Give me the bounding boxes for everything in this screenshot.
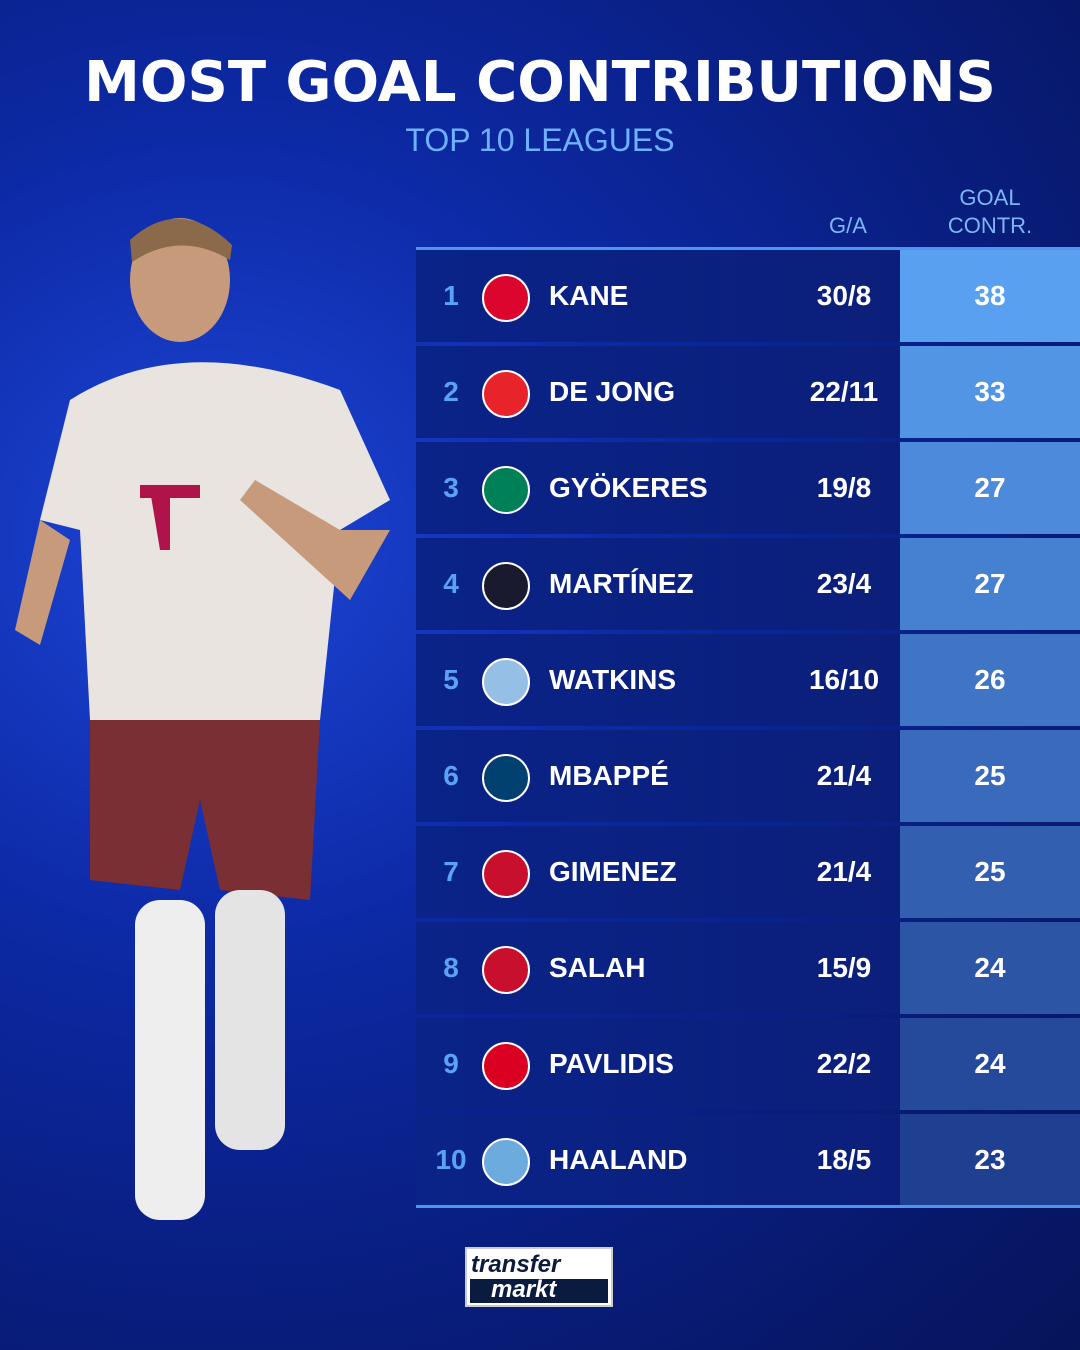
logo-text-line2: markt: [491, 1276, 557, 1303]
goal-contr-cell: [900, 250, 1080, 342]
psv-badge-icon: [482, 370, 530, 418]
player-name: KANE: [549, 280, 629, 311]
player-name: GYÖKERES: [549, 472, 708, 503]
rank: 7: [443, 856, 459, 887]
inter-badge-icon: [482, 562, 530, 610]
table-row: 6 MBAPPÉ 21/4 25: [416, 730, 1080, 822]
column-header-goal-contr-line2: CONTR.: [947, 213, 1033, 238]
player-name: WATKINS: [549, 664, 677, 695]
goal-contr-cell: [900, 346, 1080, 438]
goals-assists: 21/4: [816, 760, 872, 791]
rank: 3: [443, 472, 459, 503]
rank: 6: [443, 760, 459, 791]
table-top-divider: [416, 247, 1080, 250]
goal-contributions: 25: [974, 856, 1006, 887]
liverpool-badge-icon: [482, 946, 530, 994]
page-title: MOST GOAL CONTRIBUTIONS: [84, 50, 996, 115]
goal-contr-cell: [900, 1114, 1080, 1206]
table-row: 3 GYÖKERES 19/8 27: [416, 442, 1080, 534]
table-row: 9 PAVLIDIS 22/2 24: [416, 1018, 1080, 1110]
player-name: DE JONG: [549, 376, 676, 407]
goals-assists: 22/2: [816, 1048, 872, 1079]
sporting-cp-badge-icon: [482, 466, 530, 514]
rank: 10: [435, 1144, 467, 1175]
goals-assists: 19/8: [816, 472, 872, 503]
goal-contributions: 38: [974, 280, 1006, 311]
page-subtitle: TOP 10 LEAGUES: [405, 122, 675, 158]
goals-assists: 15/9: [816, 952, 872, 983]
table-bottom-divider: [416, 1205, 1080, 1208]
goal-contributions: 25: [974, 760, 1006, 791]
goals-assists: 22/11: [809, 376, 879, 407]
goals-assists: 16/10: [808, 664, 880, 695]
goal-contributions: 24: [974, 1048, 1006, 1079]
feyenoord-badge-icon: [482, 850, 530, 898]
logo-dark-band: [470, 1279, 608, 1303]
goal-contributions: 26: [974, 664, 1006, 695]
table-row: 1 KANE 30/8 38: [416, 250, 1080, 342]
psg-badge-icon: [482, 754, 530, 802]
rank: 9: [443, 1048, 459, 1079]
aston-villa-badge-icon: [482, 658, 530, 706]
table-row: 2 DE JONG 22/11 33: [416, 346, 1080, 438]
rank: 8: [443, 952, 459, 983]
goals-assists: 30/8: [816, 280, 872, 311]
goals-assists: 23/4: [816, 568, 872, 599]
player-name: MARTÍNEZ: [549, 568, 694, 599]
goal-contr-cell: [900, 826, 1080, 918]
table-row: 4 MARTÍNEZ 23/4 27: [416, 538, 1080, 630]
player-name: HAALAND: [549, 1144, 688, 1175]
table-row: 10 HAALAND 18/5 23: [416, 1114, 1080, 1206]
table-row: 5 WATKINS 16/10 26: [416, 634, 1080, 726]
goal-contributions: 33: [974, 376, 1006, 407]
goals-assists: 21/4: [816, 856, 872, 887]
goal-contr-cell: [900, 922, 1080, 1014]
goal-contr-cell: [900, 1018, 1080, 1110]
player-name: MBAPPÉ: [549, 760, 669, 791]
rank: 2: [443, 376, 459, 407]
bayern-munich-badge-icon: [482, 274, 530, 322]
table-row: 7 GIMENEZ 21/4 25: [416, 826, 1080, 918]
goal-contributions: 23: [974, 1144, 1006, 1175]
goal-contr-cell: [900, 442, 1080, 534]
player-name: GIMENEZ: [549, 856, 677, 887]
column-header-goal-contr-line1: GOAL: [959, 185, 1021, 210]
goal-contributions: 24: [974, 952, 1006, 983]
transfermarkt-logo: transfer markt: [465, 1247, 613, 1307]
goal-contr-cell: [900, 730, 1080, 822]
player-photo: [10, 200, 410, 1290]
goals-assists: 18/5: [816, 1144, 872, 1175]
goal-contr-cell: [900, 538, 1080, 630]
column-header-ga: G/A: [829, 213, 867, 238]
logo-text-line1: transfer: [471, 1251, 561, 1278]
rank: 4: [443, 568, 459, 599]
goal-contributions: 27: [974, 472, 1006, 503]
goal-contributions: 27: [974, 568, 1006, 599]
column-header-goal-contr: GOAL CONTR.: [900, 184, 1080, 240]
rank: 1: [443, 280, 459, 311]
goal-contr-cell: [900, 634, 1080, 726]
table-row: 8 SALAH 15/9 24: [416, 922, 1080, 1014]
player-name: PAVLIDIS: [549, 1048, 674, 1079]
rank: 5: [443, 664, 459, 695]
az-alkmaar-badge-icon: [482, 1042, 530, 1090]
manchester-city-badge-icon: [482, 1138, 530, 1186]
player-name: SALAH: [549, 952, 646, 983]
